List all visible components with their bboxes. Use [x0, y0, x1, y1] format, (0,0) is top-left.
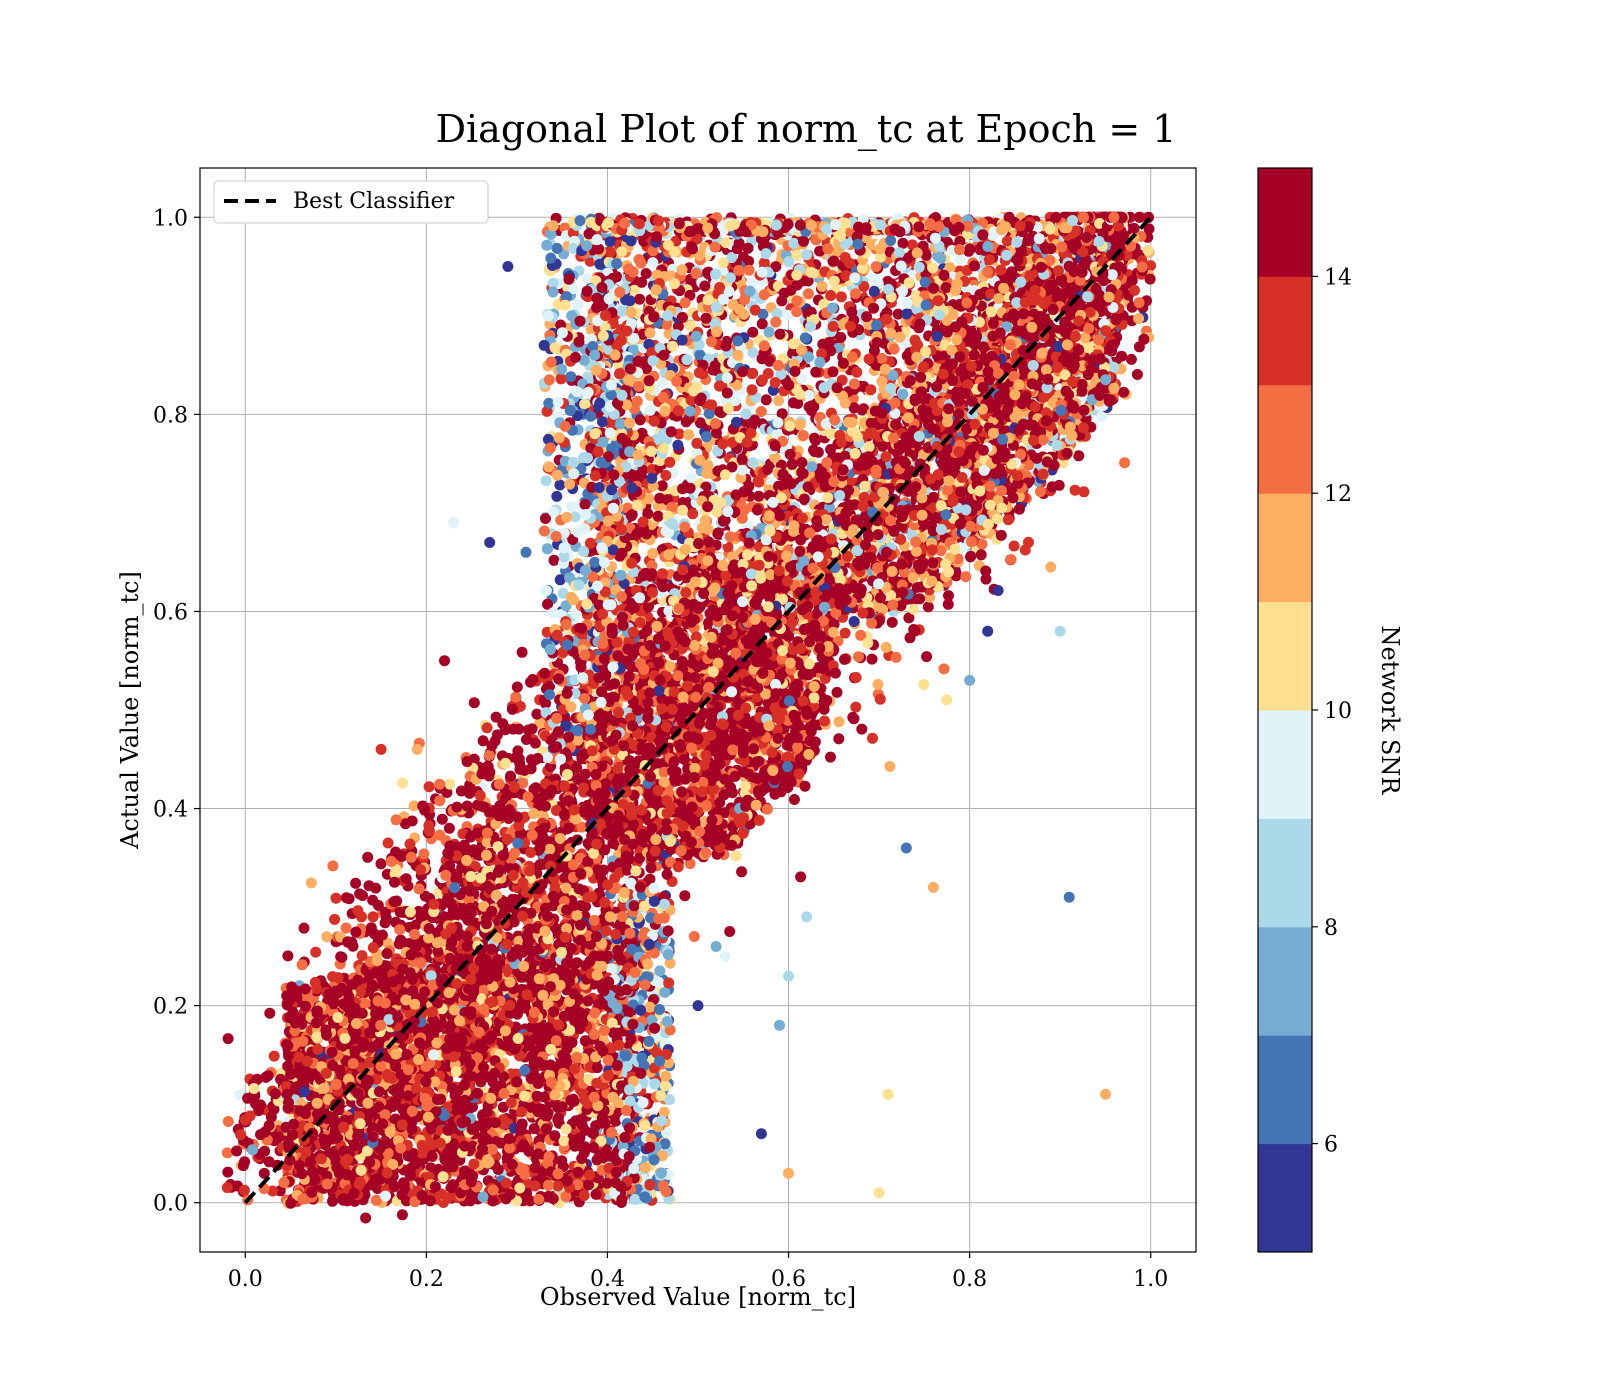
scatter-point — [507, 723, 519, 735]
scatter-point — [222, 1033, 234, 1045]
scatter-point — [443, 822, 455, 834]
scatter-point — [296, 959, 308, 971]
chart-title: Diagonal Plot of norm_tc at Epoch = 1 — [436, 107, 1177, 152]
scatter-point — [434, 795, 446, 807]
scatter-point — [629, 1193, 641, 1205]
scatter-point — [566, 500, 578, 512]
scatter-point — [753, 490, 765, 502]
scatter-point — [298, 922, 310, 934]
scatter-point — [572, 299, 584, 311]
scatter-point — [922, 601, 934, 613]
scatter-point — [268, 1050, 280, 1062]
scatter-point — [688, 931, 700, 942]
scatter-point — [730, 850, 742, 862]
scatter-point — [1045, 561, 1057, 573]
scatter-point — [901, 297, 913, 309]
scatter-point — [664, 957, 676, 969]
scatter-point — [755, 406, 767, 417]
scatter-point — [569, 511, 581, 523]
scatter-point — [264, 1007, 276, 1019]
scatter-point — [360, 1212, 372, 1224]
scatter-point — [799, 780, 811, 792]
scatter-point — [856, 723, 868, 735]
scatter-point — [724, 926, 736, 937]
scatter-point — [434, 829, 446, 841]
scatter-point — [1078, 486, 1090, 498]
scatter-point — [329, 913, 341, 925]
scatter-point — [221, 1147, 233, 1159]
scatter-point — [897, 237, 909, 249]
scatter-point — [880, 641, 892, 653]
scatter-point — [874, 693, 886, 705]
scatter-point — [382, 837, 394, 849]
scatter-points — [221, 211, 1157, 1224]
scatter-point — [942, 598, 954, 610]
scatter-point — [222, 1116, 234, 1127]
